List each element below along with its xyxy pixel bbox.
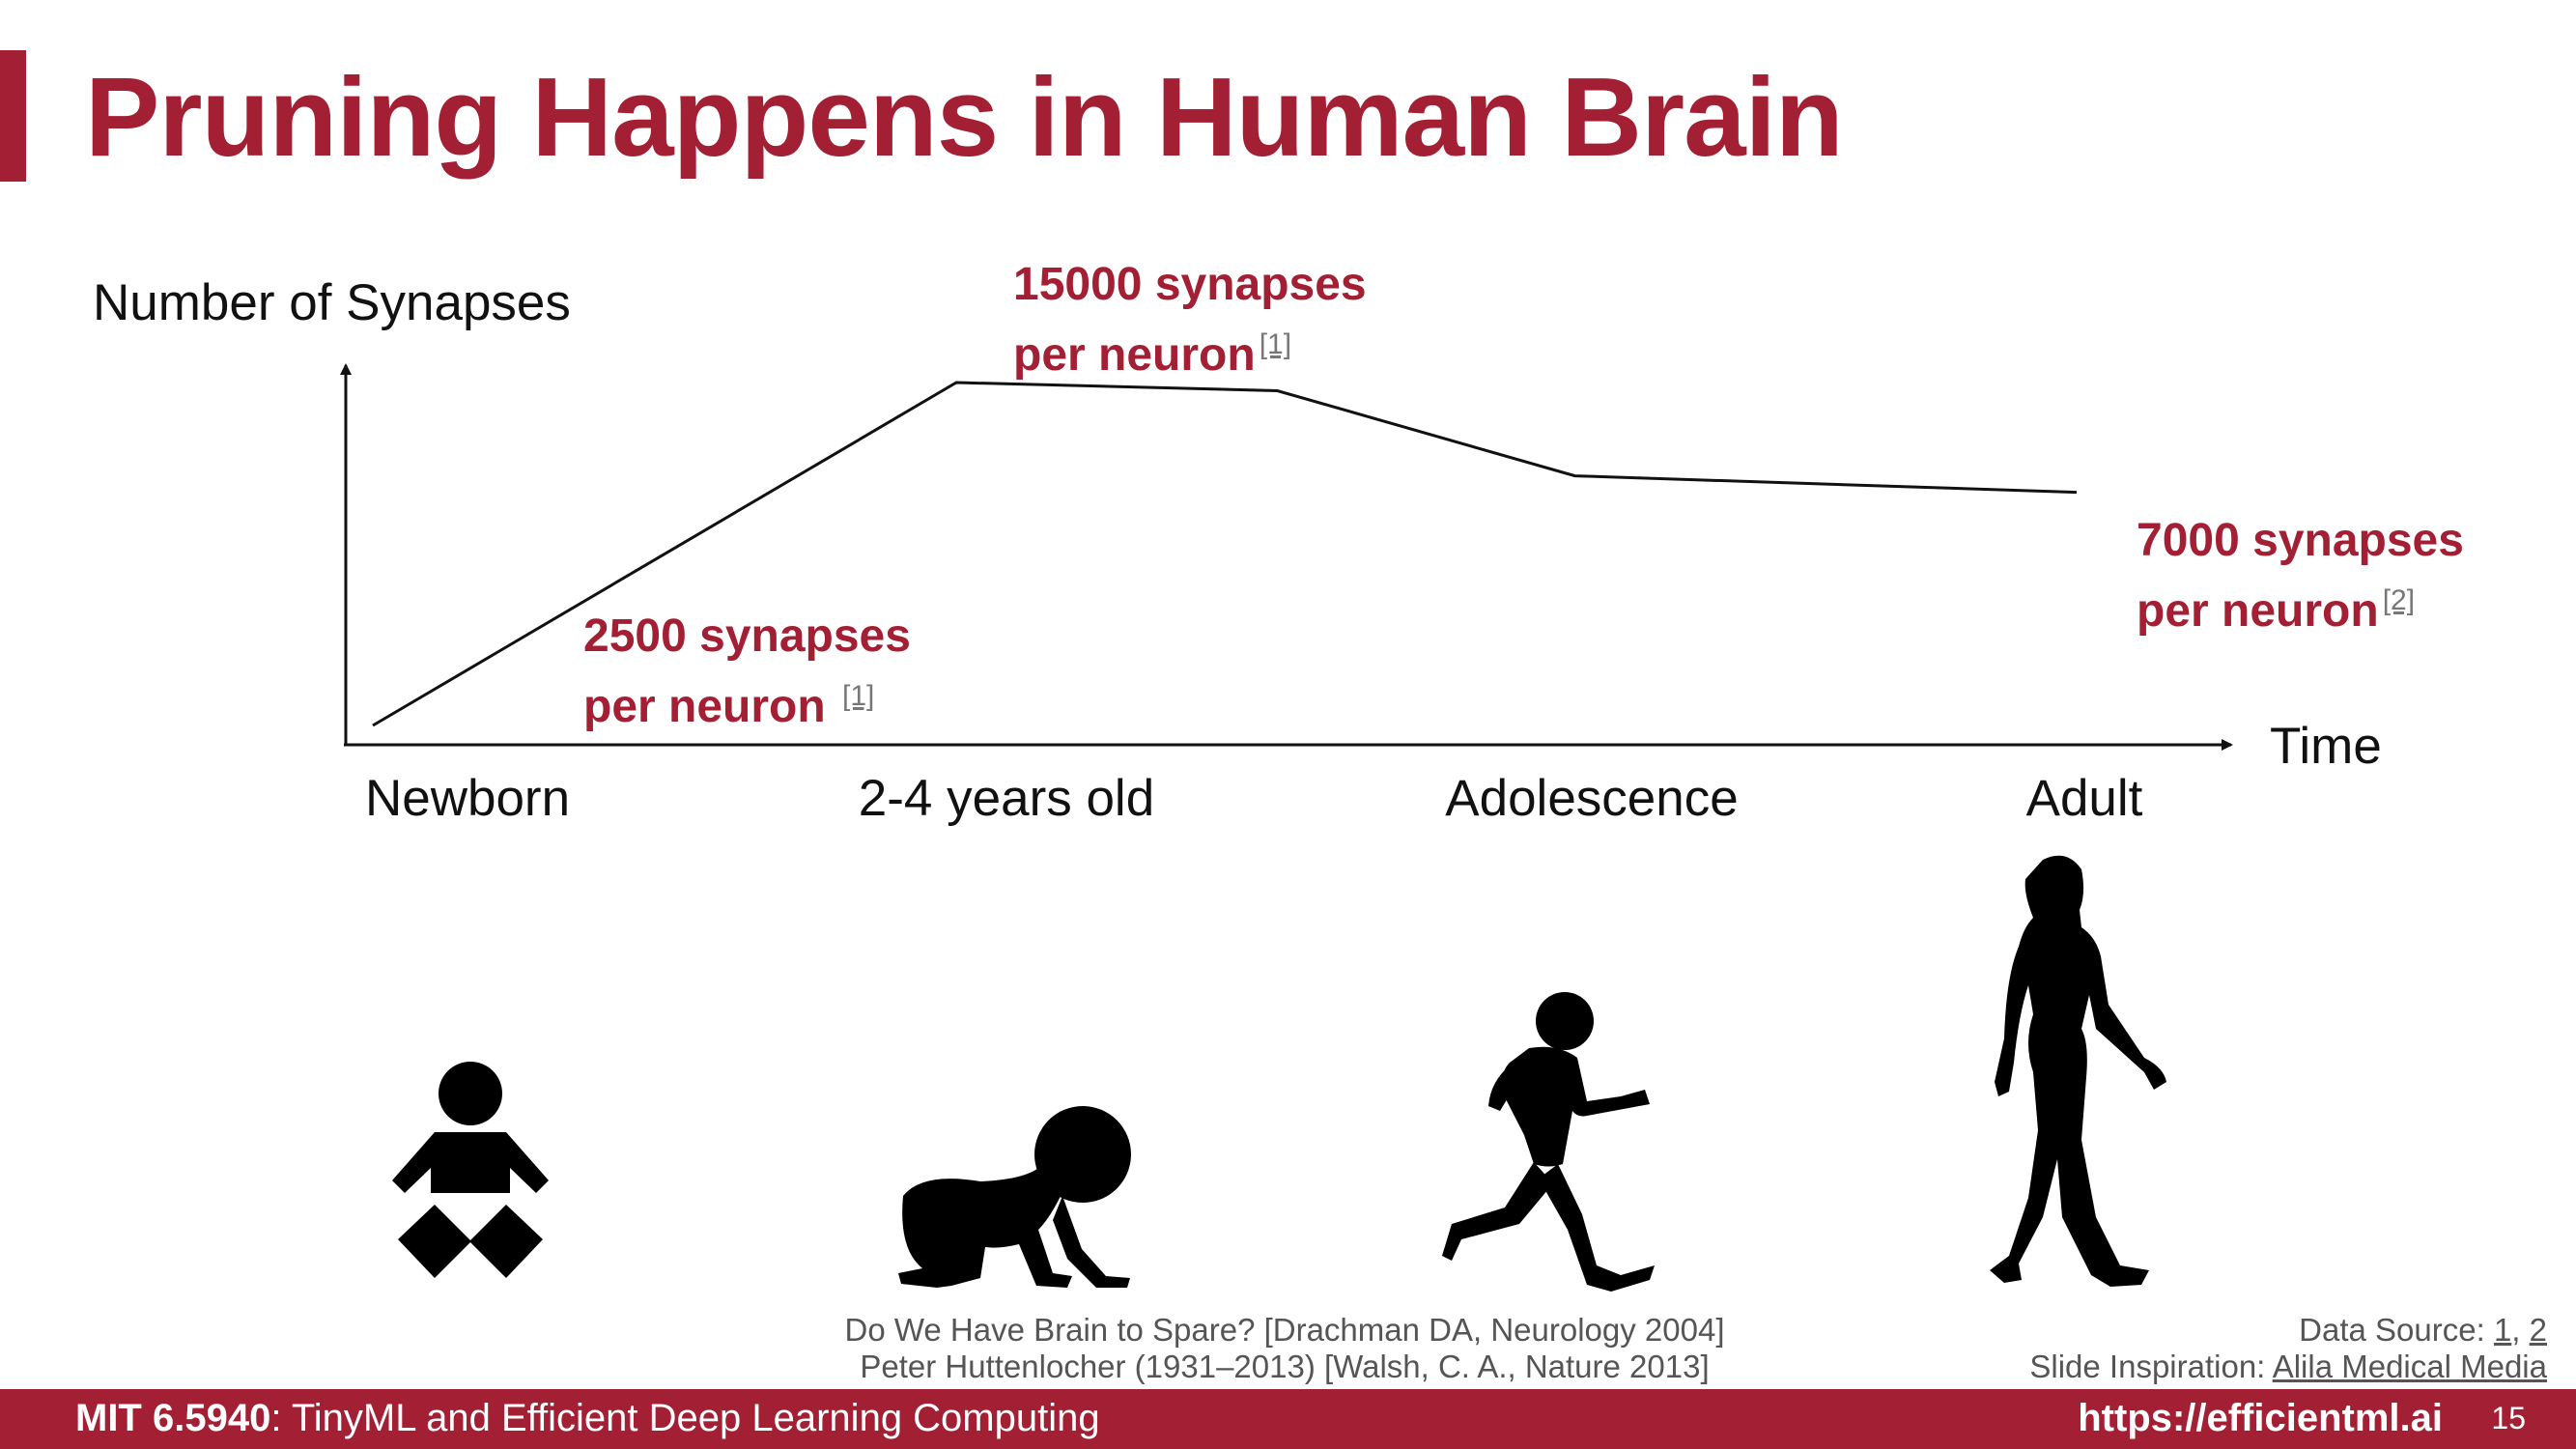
citations: Do We Have Brain to Spare? [Drachman DA,…	[802, 1312, 1768, 1385]
citation-link[interactable]: [2]	[2382, 584, 2416, 616]
citation-link[interactable]: [1]	[842, 680, 875, 712]
stage-label-newborn: Newborn	[364, 770, 571, 827]
citation-link[interactable]: [1]	[1259, 328, 1292, 360]
slide-title: Pruning Happens in Human Brain	[85, 54, 1844, 180]
running-child-icon	[1442, 992, 1655, 1292]
citation-line-2: Peter Huttenlocher (1931–2013) [Walsh, C…	[860, 1349, 1710, 1384]
citation-line-1: Do We Have Brain to Spare? [Drachman DA,…	[844, 1312, 1725, 1348]
annotation-newborn: 2500 synapses per neuron [1]	[583, 611, 911, 732]
course-title: MIT 6.5940: TinyML and Efficient Deep Le…	[75, 1397, 1100, 1439]
page-number: 15	[2491, 1401, 2526, 1435]
annotation-peak: 15000 synapses per neuron [1]	[1013, 259, 1367, 381]
x-axis-label: Time	[2270, 718, 2382, 775]
walking-adult-icon	[1990, 855, 2166, 1287]
course-url-link[interactable]: https://efficientml.ai	[2078, 1397, 2443, 1439]
title-accent-bar	[0, 50, 26, 182]
footer-bar: MIT 6.5940: TinyML and Efficient Deep Le…	[0, 1389, 2576, 1449]
stage-label-adult: Adult	[2025, 770, 2143, 827]
stage-label-toddler: 2-4 years old	[858, 770, 1155, 827]
annotation-adult: 7000 synapses per neuron [2]	[2137, 515, 2464, 637]
y-axis-label: Number of Synapses	[93, 274, 571, 331]
inspiration-link[interactable]: Alila Medical Media	[2272, 1349, 2547, 1384]
data-source: Data Source: 1, 2 Slide Inspiration: Ali…	[2029, 1312, 2547, 1384]
stage-label-adolescence: Adolescence	[1445, 770, 1739, 827]
source-link-1[interactable]: 1	[2493, 1312, 2512, 1348]
source-link-2[interactable]: 2	[2529, 1312, 2547, 1348]
synapse-line	[372, 381, 2078, 727]
baby-icon	[392, 1062, 549, 1278]
crawling-toddler-icon	[898, 1106, 1131, 1288]
